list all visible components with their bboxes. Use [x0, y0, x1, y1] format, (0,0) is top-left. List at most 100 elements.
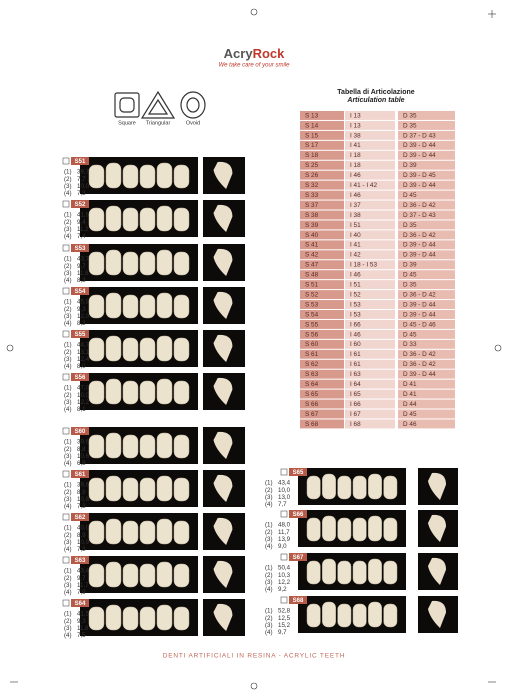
measure-label: (3) [64, 539, 72, 546]
table-cell [398, 150, 455, 160]
table-cell [398, 349, 455, 359]
table-cell [300, 419, 344, 429]
table-text: I 66 [350, 401, 361, 408]
measure-value: 43,4 [77, 568, 90, 575]
measure-value: 10,0 [77, 183, 90, 190]
measure-label: (4) [64, 460, 72, 467]
shape-icon [280, 553, 288, 561]
measure-label: (3) [64, 356, 72, 363]
measure-label: (4) [64, 190, 72, 197]
tooth [383, 603, 398, 628]
table-cell [345, 300, 395, 309]
table-cell [300, 319, 344, 329]
measure-label: (3) [64, 399, 72, 406]
table-cell [300, 250, 344, 260]
measure-value: 9,7 [77, 263, 86, 270]
tooth [105, 378, 122, 405]
tooth [156, 249, 173, 276]
tooth [383, 517, 398, 542]
tooth [139, 434, 156, 459]
code: S62 [75, 515, 86, 521]
measure-label: (4) [265, 586, 273, 593]
table-text: I 51 [350, 282, 361, 289]
measure-label: (4) [64, 503, 72, 510]
table-text: I 18 [350, 152, 361, 159]
shape-label: Square [118, 120, 136, 126]
tooth [306, 475, 321, 500]
tooth [105, 432, 122, 459]
tooth [88, 251, 105, 276]
table-cell [398, 160, 455, 170]
measure-value: 9,4 [77, 219, 86, 226]
table-text: D 36 - D 42 [403, 202, 436, 209]
table-cell [345, 240, 395, 250]
table-text: D 41 [403, 391, 417, 398]
measure-label: (1) [265, 608, 273, 615]
table-title: Tabella di Articolazione [337, 89, 415, 96]
measure-label: (1) [64, 568, 72, 575]
measure-label: (3) [64, 582, 72, 589]
table-text: I 41 [350, 142, 361, 149]
code-tag [71, 157, 89, 165]
table-text: S 48 [305, 272, 319, 279]
tooth [368, 558, 382, 585]
table-text: S 15 [305, 132, 319, 139]
table-cell [300, 220, 344, 230]
tooth-profile [213, 431, 233, 459]
tooth [306, 517, 321, 542]
code: S51 [75, 159, 86, 165]
table-text: S 54 [305, 311, 319, 318]
table-text: D 36 - D 42 [403, 232, 436, 239]
table-cell [345, 419, 395, 429]
table-cell [345, 130, 395, 140]
table-cell [300, 409, 344, 419]
tooth [368, 473, 382, 500]
table-text: I 38 [350, 132, 361, 139]
table-text: I 53 [350, 301, 361, 308]
table-cell [300, 140, 344, 150]
table-text: D 39 - D 44 [403, 252, 436, 259]
code-tag [71, 470, 89, 478]
measure-label: (3) [64, 270, 72, 277]
table-text: I 64 [350, 381, 361, 388]
table-text: D 39 - D 44 [403, 142, 436, 149]
tooth [139, 477, 156, 502]
table-cell [398, 170, 455, 180]
table-text: I 46 [350, 331, 361, 338]
table-cell [345, 389, 395, 399]
tooth-profile [213, 603, 233, 631]
table-text: I 63 [350, 371, 361, 378]
measure-label: (1) [64, 482, 72, 489]
measure-value: 50,4 [278, 565, 291, 572]
measure-value: 9,7 [278, 629, 287, 636]
tooth-profile [428, 557, 446, 585]
measure-value: 13,1 [77, 349, 90, 356]
tooth [122, 207, 139, 232]
table-cell [300, 290, 344, 300]
measure-value: 8,3 [77, 320, 86, 327]
tooth [352, 517, 367, 542]
tooth [322, 515, 336, 542]
measure-label: (2) [64, 219, 72, 226]
table-cell [300, 170, 344, 180]
measure-label: (2) [64, 489, 72, 496]
table-text: S 63 [305, 371, 319, 378]
tooth-profile [213, 560, 233, 588]
table-text: I 46 [350, 172, 361, 179]
measure-value: 8,1 [77, 406, 86, 413]
tooth [173, 207, 190, 232]
measure-label: (3) [64, 313, 72, 320]
table-text: D 45 [403, 192, 417, 199]
table-cell [398, 260, 455, 270]
table-text: S 60 [305, 341, 319, 348]
shape-icon [62, 200, 70, 208]
table-text: S 37 [305, 202, 319, 209]
table-text: I 68 [350, 421, 361, 428]
table-text: I 13 [350, 112, 361, 119]
measure-value: 7,5 [77, 632, 86, 639]
measure-label: (4) [64, 233, 72, 240]
tooth [173, 520, 190, 545]
tooth-profile [213, 291, 233, 319]
shape-icons [114, 90, 206, 119]
table-text: I 13 [350, 122, 361, 129]
